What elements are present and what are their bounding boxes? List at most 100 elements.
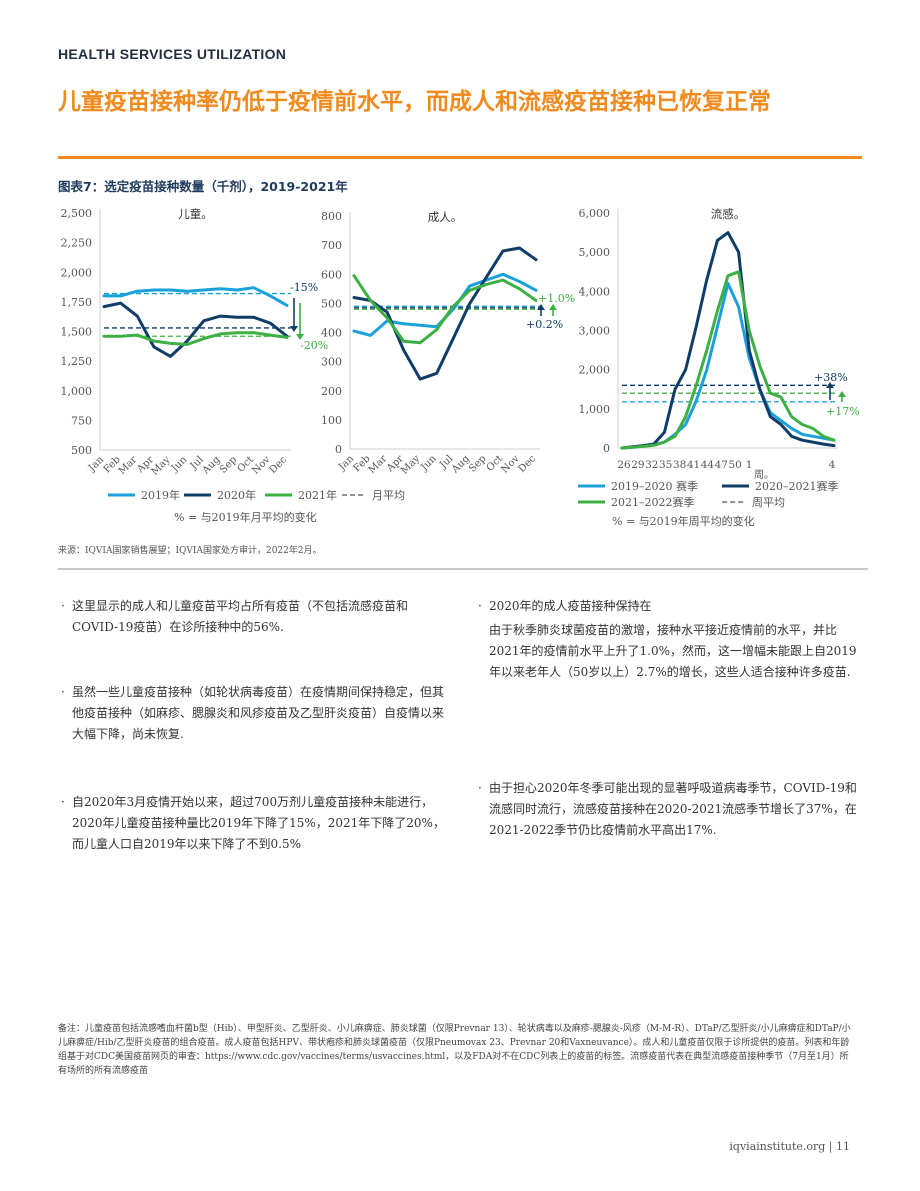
y-tick-label: 1,000 <box>579 403 611 416</box>
x-tick-label: Dec <box>268 454 290 476</box>
y-tick-label: 500 <box>321 297 342 310</box>
series-line <box>102 286 289 307</box>
bullet-left-2: · 虽然一些儿童疫苗接种（如轮状病毒疫苗）在疫情期间保持稳定，但其他疫苗接种（如… <box>61 682 447 745</box>
legend-label: 2021–2022赛季 <box>611 495 695 509</box>
panel-title: 儿童。 <box>178 207 213 221</box>
legend-label: 月平均 <box>372 489 405 502</box>
y-tick-label: 1,000 <box>61 385 93 398</box>
bullet-dot: · <box>61 599 65 613</box>
y-tick-label: 2,250 <box>61 237 93 250</box>
bullet-left-1: · 这里显示的成人和儿童疫苗平均占所有疫苗（不包括流感疫苗和COVID-19疫苗… <box>61 596 447 638</box>
y-tick-label: 1,250 <box>61 355 93 368</box>
bullet-text: 自2020年3月疫情开始以来，超过700万剂儿童疫苗接种未能进行，2020年儿童… <box>72 795 445 851</box>
y-tick-label: 4,000 <box>579 285 611 298</box>
y-tick-label: 400 <box>321 327 342 340</box>
bullet-text: 虽然一些儿童疫苗接种（如轮状病毒疫苗）在疫情期间保持稳定，但其他疫苗接种（如麻疹… <box>72 685 445 741</box>
page-footer: iqviainstitute.org | 11 <box>729 1140 850 1153</box>
panel-title: 成人。 <box>428 210 463 224</box>
change-label: -20% <box>300 339 328 352</box>
series-line <box>102 301 289 358</box>
y-tick-label: 100 <box>321 414 342 427</box>
bullet-dot: · <box>61 795 65 809</box>
x-tick-label: 38 <box>673 459 686 471</box>
x-tick-label: 41 <box>687 459 700 471</box>
bullet-text: 2020年的成人疫苗接种保持在 <box>489 599 652 613</box>
legend-label: 周平均 <box>752 496 785 509</box>
bullet-dot: · <box>478 781 482 795</box>
bullet-right-1: · 2020年的成人疫苗接种保持在 <box>478 596 859 617</box>
x-tick-label: Jan <box>86 454 106 474</box>
x-tick-label: Dec <box>517 453 539 475</box>
y-tick-label: 1,750 <box>61 296 93 309</box>
legend-label: 2020年 <box>217 488 256 502</box>
y-tick-label: 200 <box>321 385 342 398</box>
y-tick-label: 1,500 <box>61 326 93 339</box>
x-tick-label: 32 <box>645 459 658 471</box>
x-tick-label: 44 <box>701 459 715 471</box>
title-divider <box>58 156 862 159</box>
legend-note: % = 与2019年月平均的变化 <box>174 510 317 524</box>
figure-source: 来源：IQVIA国家销售展望；IQVIA国家处方审计，2022年2月。 <box>58 546 322 556</box>
arrow-head <box>826 382 834 388</box>
bullet-text: 这里显示的成人和儿童疫苗平均占所有疫苗（不包括流感疫苗和COVID-19疫苗）在… <box>72 599 409 634</box>
x-axis-label: 周。 <box>754 469 774 481</box>
change-label: +0.2% <box>526 318 563 331</box>
bullet-left-3: · 自2020年3月疫情开始以来，超过700万剂儿童疫苗接种未能进行，2020年… <box>61 792 447 855</box>
change-label: +38% <box>814 371 848 384</box>
series-line <box>102 331 289 346</box>
charts-canvas: 5007501,0001,2501,5001,7502,0002,2502,50… <box>61 207 860 528</box>
panel-title: 流感。 <box>711 207 746 221</box>
y-tick-label: 2,000 <box>61 266 93 279</box>
legend-label: 2019年 <box>141 488 180 502</box>
footnotes: 备注：儿童疫苗包括流感嗜血杆菌b型（Hib）、甲型肝炎、乙型肝炎、小儿麻痹症、肺… <box>58 1024 851 1076</box>
x-tick-label: 47 <box>715 459 728 471</box>
change-label: -15% <box>290 281 318 294</box>
series-line <box>352 274 538 345</box>
page-title: 儿童疫苗接种率仍低于疫情前水平，而成人和流感疫苗接种已恢复正常 <box>58 89 771 115</box>
y-tick-label: 6,000 <box>579 207 611 220</box>
y-tick-label: 2,500 <box>61 207 93 220</box>
arrow-head <box>838 391 846 397</box>
x-tick-label: Jun <box>418 453 439 474</box>
change-label: +1.0% <box>538 292 575 305</box>
arrow-head <box>549 304 557 310</box>
legend-note: % = 与2019年周平均的变化 <box>612 514 755 528</box>
bullet-dot: · <box>478 599 482 613</box>
x-tick-label: 35 <box>659 459 672 471</box>
paragraph-right-1: 由于秋季肺炎球菌疫苗的激增，接种水平接近疫情前的水平，并比2021年的疫情前水平… <box>489 623 857 679</box>
bullet-text: 由于担心2020年冬季可能出现的显著呼吸道病毒季节，COVID-19和流感同时流… <box>489 781 857 837</box>
x-tick-label: 26 <box>617 459 631 471</box>
change-label: +17% <box>826 405 860 418</box>
y-tick-label: 750 <box>71 414 92 427</box>
x-tick-label: Jan <box>336 453 356 473</box>
x-tick-label: Jun <box>169 454 190 475</box>
series-line <box>620 231 836 450</box>
y-tick-label: 700 <box>321 239 342 252</box>
series-line <box>620 270 836 450</box>
legend-label: 2019–2020 赛季 <box>611 479 698 493</box>
y-tick-label: 500 <box>71 444 92 457</box>
figure-divider <box>58 568 868 570</box>
bullet-right-2: · 由于担心2020年冬季可能出现的显著呼吸道病毒季节，COVID-19和流感同… <box>478 778 859 841</box>
section-label: HEALTH SERVICES UTILIZATION <box>58 46 287 62</box>
y-tick-label: 5,000 <box>579 246 611 259</box>
series-line <box>352 246 538 381</box>
x-tick-label: 1 <box>746 459 753 471</box>
x-tick-label: 29 <box>631 459 644 471</box>
x-tick-label: 50 <box>729 459 742 471</box>
arrow-head <box>296 334 304 340</box>
arrow-head <box>290 326 298 332</box>
bullet-dot: · <box>61 685 65 699</box>
y-tick-label: 800 <box>321 210 342 223</box>
y-tick-label: 0 <box>603 442 610 455</box>
y-tick-label: 2,000 <box>579 364 611 377</box>
legend-label: 2021年 <box>298 488 337 502</box>
arrow-head <box>537 304 545 310</box>
y-tick-label: 600 <box>321 268 342 281</box>
y-tick-label: 0 <box>335 443 342 456</box>
legend-label: 2020–2021赛季 <box>755 479 839 493</box>
x-tick-label: 4 <box>829 459 836 471</box>
y-tick-label: 3,000 <box>579 325 611 338</box>
y-tick-label: 300 <box>321 356 342 369</box>
figure-title: 图表7：选定疫苗接种数量（千剂），2019-2021年 <box>58 179 348 194</box>
